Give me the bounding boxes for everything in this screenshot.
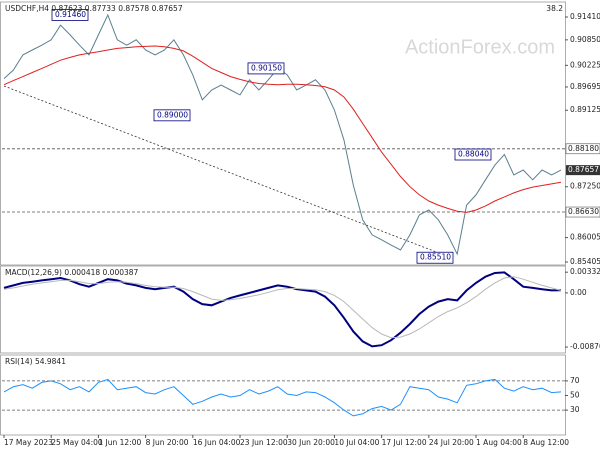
panel-title: USDCHF,H4 0.87623 0.87733 0.87578 0.8765… xyxy=(5,4,183,13)
panel-frame xyxy=(0,1,566,266)
x-tick-label: 17 May 2023 xyxy=(4,438,53,447)
watermark: ActionForex.com xyxy=(405,36,555,58)
y-tick-label: 0.86005 xyxy=(570,233,600,242)
y-tick-label: -0.008707 xyxy=(570,342,600,351)
y-tick-label: 70 xyxy=(570,376,580,385)
series-line xyxy=(3,378,562,417)
y-tick-label: 0.87250 xyxy=(570,182,600,191)
x-tick-label: 10 Jul 04:00 xyxy=(334,438,379,447)
x-tick-label: 1 Aug 04:00 xyxy=(476,438,522,447)
panel-frame xyxy=(0,354,566,436)
panel-title: MACD(12,26,9) 0.000418 0.000387 xyxy=(5,268,139,277)
panel-title: RSI(14) 54.9841 xyxy=(5,357,66,366)
annotation-box xyxy=(153,109,191,122)
annotation-label: 0.91460 xyxy=(55,10,86,19)
annotation-label: 0.90150 xyxy=(251,63,282,72)
y-tick-label: 0.89125 xyxy=(570,105,600,114)
x-tick-label: 24 Jul 20:00 xyxy=(429,438,474,447)
annotation-label: 0.89000 xyxy=(157,110,188,119)
y-tick-label: 50 xyxy=(570,391,580,400)
current-price-label: 0.87657 xyxy=(568,165,599,174)
annotation-box xyxy=(416,251,454,264)
annotation-label: 0.85510 xyxy=(420,253,451,262)
level-label: 0.88180 xyxy=(568,144,599,153)
y-tick-label: 0.89695 xyxy=(570,82,600,91)
y-tick-label: 0.90850 xyxy=(570,35,600,44)
x-tick-label: 30 Jun 20:00 xyxy=(287,438,335,447)
panel-frame xyxy=(0,265,566,354)
y-tick-label: 0.00 xyxy=(570,288,587,297)
x-tick-label: 17 Jul 12:00 xyxy=(382,438,427,447)
current-price-bg xyxy=(566,165,600,176)
level-label-bg xyxy=(565,143,600,155)
level-label: 0.86630 xyxy=(568,207,599,216)
y-tick-label: 30 xyxy=(570,405,580,414)
annotation-box xyxy=(51,9,89,21)
x-tick-label: 8 Aug 12:00 xyxy=(523,438,569,447)
annotation-box xyxy=(247,62,285,75)
y-tick-label: 0.91410 xyxy=(570,12,600,21)
x-tick-label: 16 Jun 04:00 xyxy=(193,438,241,447)
level-label-bg xyxy=(565,206,600,218)
series-line xyxy=(3,45,562,213)
trend-line xyxy=(3,85,453,259)
annotation-label: 0.88040 xyxy=(458,150,489,159)
x-tick-label: 8 Jun 20:00 xyxy=(146,438,189,447)
y-tick-label: 0.85405 xyxy=(570,257,600,266)
y-tick-label: 0.003328 xyxy=(570,267,600,276)
y-tick-label: 0.90225 xyxy=(570,60,600,69)
series-line xyxy=(3,276,562,339)
corner-note: 38.2 xyxy=(546,4,563,13)
x-tick-label: 23 Jun 12:00 xyxy=(240,438,288,447)
annotation-box xyxy=(454,148,492,161)
x-tick-label: 25 May 04:00 xyxy=(51,438,103,447)
x-tick-label: 1 Jun 12:00 xyxy=(98,438,141,447)
